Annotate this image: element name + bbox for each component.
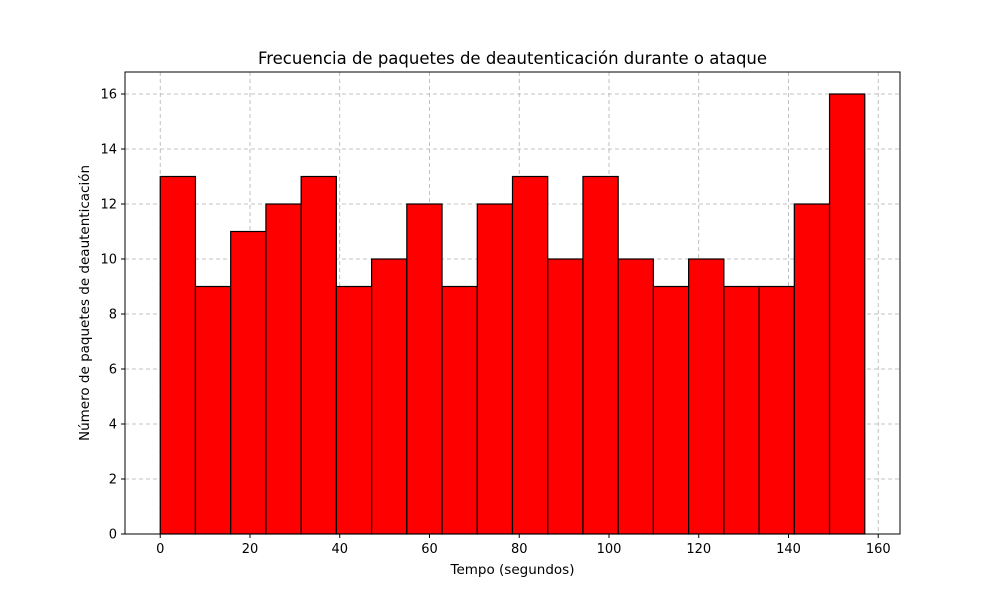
plot-frame xyxy=(124,71,901,535)
histogram-bar xyxy=(476,203,514,535)
x-tick-label: 0 xyxy=(156,542,164,557)
y-tick-label: 8 xyxy=(109,308,117,323)
histogram-bar xyxy=(230,230,267,535)
x-tick-label: 100 xyxy=(597,542,622,557)
histogram-bar xyxy=(547,258,584,535)
histogram-bar xyxy=(511,175,549,535)
histogram-bar xyxy=(370,258,408,535)
x-tick-label: 40 xyxy=(331,542,348,557)
bars xyxy=(159,93,866,535)
histogram-bar xyxy=(828,93,866,535)
y-tick-label: 2 xyxy=(109,473,117,488)
histogram-bar xyxy=(758,285,795,535)
y-tick-label: 10 xyxy=(100,253,117,268)
x-axis-title: Tempo (segundos) xyxy=(450,562,575,578)
x-tick-label: 80 xyxy=(511,542,528,557)
y-tick-label: 0 xyxy=(109,528,117,543)
y-axis-ticks: 0 2 4 6 8 10 12 14 16 xyxy=(100,88,125,543)
y-tick-label: 4 xyxy=(109,418,117,433)
y-tick-label: 6 xyxy=(109,363,117,378)
y-tick-label: 12 xyxy=(100,198,117,213)
histogram-bar xyxy=(617,258,655,535)
y-tick-label: 16 xyxy=(100,88,117,103)
histogram-bar xyxy=(652,285,690,535)
y-axis-title: Número de paquetes de deautenticación xyxy=(77,165,93,441)
histogram-bar xyxy=(159,175,197,535)
histogram-bar xyxy=(335,285,373,535)
x-tick-label: 120 xyxy=(686,542,711,557)
histogram-bar xyxy=(265,203,302,535)
histogram-bar xyxy=(441,285,478,535)
histogram-bar xyxy=(300,175,337,535)
x-tick-label: 60 xyxy=(421,542,438,557)
x-tick-label: 140 xyxy=(776,542,801,557)
histogram-bar xyxy=(582,175,619,535)
x-axis-ticks: 0 20 40 60 80 100 120 140 160 xyxy=(156,534,891,557)
histogram-bar xyxy=(688,258,725,535)
histogram-bar xyxy=(723,285,760,535)
x-tick-label: 20 xyxy=(242,542,259,557)
histogram-bar xyxy=(793,203,831,535)
histogram-bar xyxy=(406,203,443,535)
histogram-bar xyxy=(194,285,232,535)
y-tick-label: 14 xyxy=(100,143,117,158)
chart-title: Frecuencia de paquetes de deautenticació… xyxy=(258,49,767,68)
x-tick-label: 160 xyxy=(866,542,891,557)
